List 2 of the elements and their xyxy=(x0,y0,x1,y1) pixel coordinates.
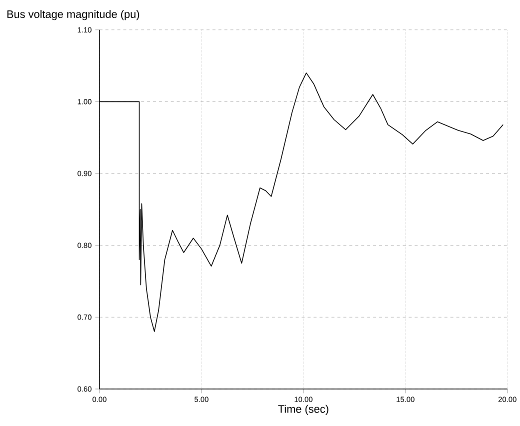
x-axis-title: Time (sec) xyxy=(278,404,328,416)
chart-title: Bus voltage magnitude (pu) xyxy=(7,10,140,20)
